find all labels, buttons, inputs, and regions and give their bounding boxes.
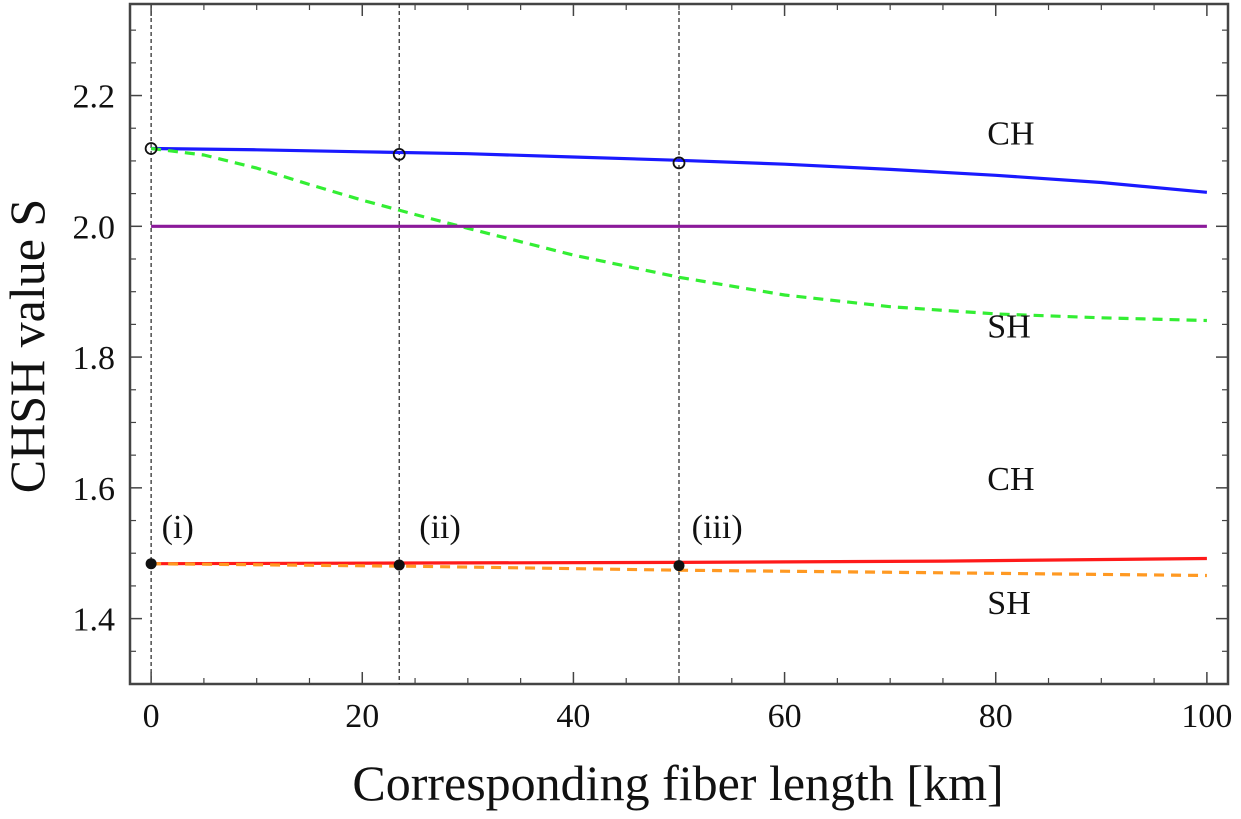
- markers-group: [144, 142, 686, 572]
- annotation-2: CH: [987, 461, 1034, 498]
- annotations-group: CH SH CH SH (i) (ii) (iii): [162, 116, 1035, 622]
- ticks-group: 0 20 40 60 80 100 1.4 1.6 1.8 2.0 2.2: [73, 4, 1232, 735]
- x-tick-label-0: 0: [143, 698, 160, 735]
- filled-point-0: [145, 558, 157, 570]
- annotation-6: (iii): [692, 509, 743, 546]
- x-tick-label-5: 100: [1181, 698, 1232, 735]
- annotation-5: (ii): [419, 509, 461, 546]
- y-tick-label-3: 2.0: [73, 209, 116, 246]
- filled-point-1: [393, 559, 405, 571]
- y-tick-label-0: 1.4: [73, 602, 116, 639]
- open-point-0: [144, 142, 158, 155]
- annotation-4: (i): [162, 509, 194, 546]
- y-tick-label-1: 1.6: [73, 471, 116, 508]
- annotation-1: SH: [987, 308, 1030, 345]
- x-tick-label-3: 60: [768, 698, 802, 735]
- series-line-1: [150, 146, 1207, 323]
- y-axis-label: CHSH value S: [0, 199, 55, 493]
- guide-lines: [150, 4, 680, 684]
- series-line-0: [151, 146, 1208, 194]
- y-tick-label-2: 1.8: [73, 340, 116, 377]
- filled-point-2: [673, 560, 685, 572]
- open-point-2: [672, 156, 686, 170]
- annotation-3: SH: [987, 585, 1030, 622]
- x-tick-label-4: 80: [979, 698, 1013, 735]
- open-point-1: [392, 147, 406, 161]
- annotation-0: CH: [987, 116, 1034, 153]
- x-tick-label-1: 20: [345, 698, 379, 735]
- x-axis-label: Corresponding fiber length [km]: [352, 755, 1003, 811]
- x-tick-label-2: 40: [556, 698, 590, 735]
- y-tick-label-4: 2.2: [73, 79, 116, 116]
